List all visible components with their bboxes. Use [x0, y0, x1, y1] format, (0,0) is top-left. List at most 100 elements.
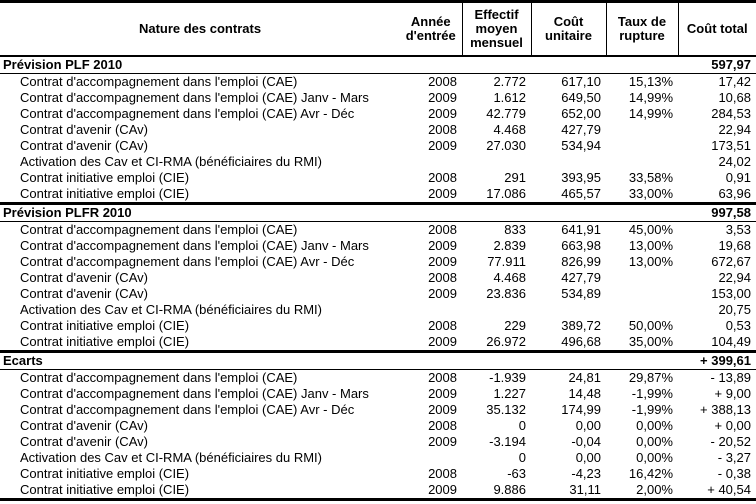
- row-label: Contrat d'accompagnement dans l'emploi (…: [20, 238, 369, 253]
- table-row: Contrat d'avenir (CAv) 2009 27.030 534,94 17…: [0, 138, 756, 154]
- row-label: Contrat d'accompagnement dans l'emploi (…: [20, 222, 298, 237]
- cell-cout-total: 63,96: [718, 186, 751, 201]
- cell-effectif: 42.779: [486, 106, 526, 121]
- cell-taux-rupture: 16,42%: [628, 466, 673, 481]
- cell-cout-unitaire: 389,72: [561, 318, 601, 333]
- cell-cout-total: - 0,38: [717, 466, 751, 481]
- cell-taux-rupture: 33,00%: [628, 186, 673, 201]
- cell-effectif: 2.839: [493, 238, 526, 253]
- cell-cout-total: - 13,89: [710, 370, 751, 385]
- col-header-annee: Année d'entrée: [405, 14, 456, 43]
- table-row: Contrat d'accompagnement dans l'emploi (…: [0, 90, 756, 106]
- table-header: Nature des contrats Année d'entrée Effec…: [0, 1, 756, 56]
- cell-annee: 2009: [428, 254, 457, 269]
- cell-taux-rupture: [606, 270, 678, 286]
- table-row: Contrat d'accompagnement dans l'emploi (…: [0, 370, 756, 387]
- cell-cout-unitaire: 534,94: [561, 138, 601, 153]
- row-label: Contrat initiative emploi (CIE): [20, 186, 190, 201]
- cell-cout-total: 104,49: [711, 334, 751, 349]
- cell-taux-rupture: 14,99%: [628, 106, 673, 121]
- cell-cout-unitaire: 649,50: [561, 90, 601, 105]
- header-row: Nature des contrats Année d'entrée Effec…: [0, 1, 756, 56]
- row-label: Activation des Cav et CI-RMA (bénéficiai…: [20, 302, 322, 317]
- table-row: Contrat d'accompagnement dans l'emploi (…: [0, 254, 756, 270]
- cell-cout-unitaire: 663,98: [561, 238, 601, 253]
- cell-annee: 2008: [428, 418, 457, 433]
- cell-taux-rupture: -1,99%: [631, 386, 673, 401]
- section-total: 997,58: [711, 205, 751, 220]
- cell-cout-unitaire: 14,48: [568, 386, 601, 401]
- cell-cout-total: 20,75: [718, 302, 751, 317]
- cell-effectif: -3.194: [489, 434, 526, 449]
- cell-cout-unitaire: 652,00: [561, 106, 601, 121]
- cell-effectif: 1.612: [493, 90, 526, 105]
- table-row: Contrat d'accompagnement dans l'emploi (…: [0, 402, 756, 418]
- cell-cout-unitaire: 174,99: [561, 402, 601, 417]
- cell-effectif: 2.772: [493, 74, 526, 89]
- cell-annee: 2008: [428, 318, 457, 333]
- cell-effectif: 17.086: [486, 186, 526, 201]
- cell-cout-total: 22,94: [718, 270, 751, 285]
- section-title-row: Prévision PLFR 2010 997,58: [0, 203, 756, 222]
- cell-cout-unitaire: 427,79: [561, 122, 601, 137]
- row-label: Activation des Cav et CI-RMA (bénéficiai…: [20, 154, 322, 169]
- cell-annee: 2008: [428, 170, 457, 185]
- cell-annee: [400, 450, 462, 466]
- cell-cout-total: 24,02: [718, 154, 751, 169]
- cell-annee: 2009: [428, 138, 457, 153]
- cell-annee: 2008: [428, 122, 457, 137]
- row-label: Contrat d'accompagnement dans l'emploi (…: [20, 106, 355, 121]
- cell-effectif: 1.227: [493, 386, 526, 401]
- cell-cout-unitaire: 465,57: [561, 186, 601, 201]
- cell-effectif: -63: [507, 466, 526, 481]
- cell-cout-total: 284,53: [711, 106, 751, 121]
- cell-cout-total: + 9,00: [714, 386, 751, 401]
- cell-cout-total: 0,91: [725, 170, 751, 185]
- cell-cout-total: 22,94: [718, 122, 751, 137]
- section-total: + 399,61: [700, 353, 751, 368]
- col-header-cout-total: Coût total: [677, 1, 756, 56]
- cell-taux-rupture: 0,00%: [636, 418, 673, 433]
- cell-taux-rupture: 33,58%: [628, 170, 673, 185]
- row-label: Contrat d'accompagnement dans l'emploi (…: [20, 74, 298, 89]
- table-row: Contrat initiative emploi (CIE) 2009 9.886…: [0, 482, 756, 500]
- cell-cout-total: 153,00: [711, 286, 751, 301]
- row-label: Contrat initiative emploi (CIE): [20, 482, 190, 497]
- cell-cout-unitaire: -0,04: [571, 434, 601, 449]
- table-row: Contrat initiative emploi (CIE) 2009 26.97…: [0, 334, 756, 352]
- cell-cout-total: 17,42: [718, 74, 751, 89]
- cell-taux-rupture: 13,00%: [628, 238, 673, 253]
- cell-effectif: 0: [518, 450, 526, 465]
- cell-effectif: 27.030: [486, 138, 526, 153]
- cell-cout-total: - 20,52: [710, 434, 751, 449]
- section-title: Ecarts: [3, 353, 43, 368]
- table-row: Contrat d'accompagnement dans l'emploi (…: [0, 238, 756, 254]
- cell-annee: 2008: [428, 466, 457, 481]
- cell-cout-unitaire: 496,68: [561, 334, 601, 349]
- col-header-taux-rupture: Taux de rupture: [605, 1, 678, 56]
- cell-annee: 2009: [428, 238, 457, 253]
- row-label: Activation des Cav et CI-RMA (bénéficiai…: [20, 450, 322, 465]
- cell-effectif: 833: [504, 222, 526, 237]
- section-total: 597,97: [711, 57, 751, 72]
- table-row: Contrat d'accompagnement dans l'emploi (…: [0, 222, 756, 239]
- cell-taux-rupture: [606, 302, 678, 318]
- table-row: Contrat initiative emploi (CIE) 2009 17.08…: [0, 186, 756, 204]
- section-title: Prévision PLFR 2010: [3, 205, 132, 220]
- row-label: Contrat d'avenir (CAv): [20, 286, 148, 301]
- row-label: Contrat d'avenir (CAv): [20, 418, 148, 433]
- table-row: Contrat d'avenir (CAv) 2008 4.468 427,79 22,…: [0, 270, 756, 286]
- cell-taux-rupture: 13,00%: [628, 254, 673, 269]
- row-label: Contrat initiative emploi (CIE): [20, 334, 190, 349]
- cell-taux-rupture: 29,87%: [628, 370, 673, 385]
- cell-taux-rupture: 45,00%: [628, 222, 673, 237]
- section-title: Prévision PLF 2010: [3, 57, 123, 72]
- cell-cout-total: - 3,27: [717, 450, 751, 465]
- table-row: Contrat initiative emploi (CIE) 2008 229 38…: [0, 318, 756, 334]
- cell-cout-total: 10,68: [718, 90, 751, 105]
- row-label: Contrat d'avenir (CAv): [20, 138, 148, 153]
- cell-cout-unitaire: 641,91: [561, 222, 601, 237]
- cell-effectif: 77.911: [487, 254, 526, 269]
- cell-cout-unitaire: 427,79: [561, 270, 601, 285]
- cell-cout-unitaire: -4,23: [571, 466, 601, 481]
